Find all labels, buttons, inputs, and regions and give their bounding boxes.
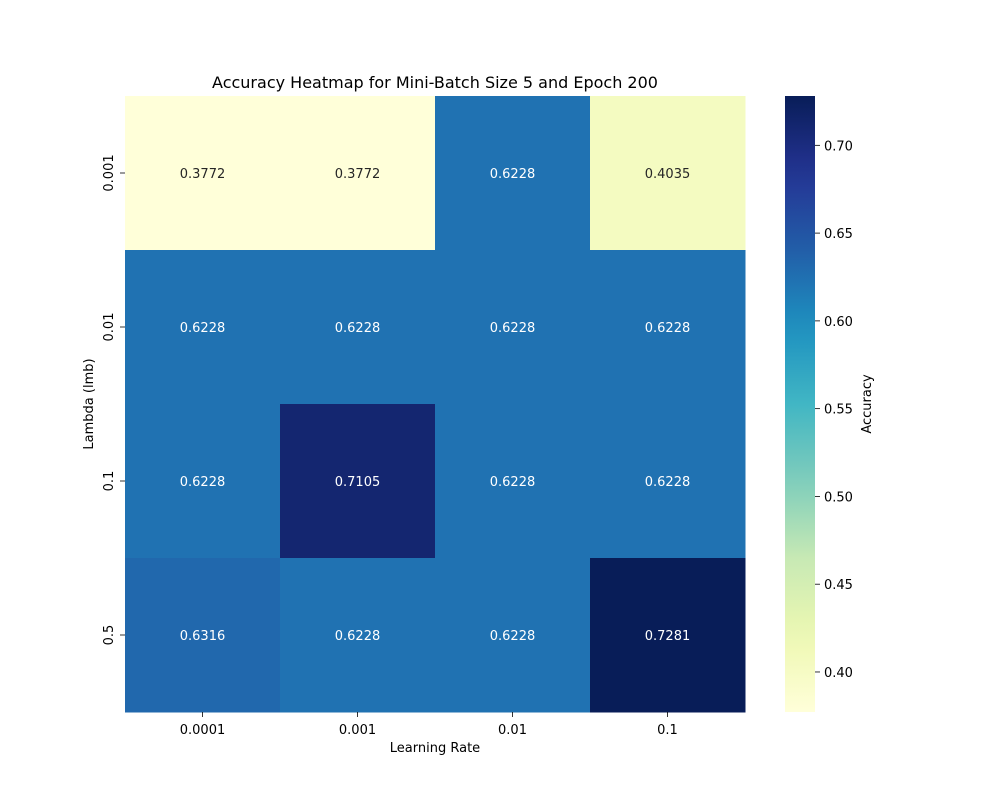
y-tick-label-0: 0.001 (102, 154, 117, 191)
cell-value-label-r1-c1: 0.6228 (335, 321, 381, 336)
y-tick-label-3: 0.5 (102, 625, 117, 646)
cell-value-label-r1-c2: 0.6228 (490, 321, 536, 336)
cell-value-label-r2-c1: 0.7105 (335, 475, 381, 490)
colorbar-tick-label-0: 0.40 (824, 666, 853, 681)
y-axis-label: Lambda (lmb) (82, 358, 97, 449)
cell-value-label-r0-c3: 0.4035 (645, 167, 691, 182)
colorbar-label: Accuracy (860, 374, 875, 434)
heatmap-cell-r3-c3 (590, 558, 746, 713)
heatmap-cells: 0.3772 0.3772 0.6228 0.4035 0.6228 0.6228 0.62… (125, 96, 746, 713)
cell-value-label-r2-c0: 0.6228 (180, 475, 226, 490)
heatmap-cell-r1-c3 (590, 250, 746, 405)
y-tick-label-1: 0.01 (102, 313, 117, 342)
heatmap-cell-r1-c1 (280, 250, 436, 405)
cell-value-label-r3-c1: 0.6228 (335, 629, 381, 644)
cell-value-label-r3-c0: 0.6316 (180, 629, 226, 644)
heatmap-cell-r3-c0 (125, 558, 281, 713)
cell-value-label-r3-c2: 0.6228 (490, 629, 536, 644)
colorbar: 0.40 0.45 0.50 0.55 0.60 0.65 0.70 (785, 96, 853, 712)
cell-value-label-r0-c2: 0.6228 (490, 167, 536, 182)
heatmap-cell-r2-c2 (435, 404, 591, 559)
colorbar-tick-label-1: 0.45 (824, 578, 853, 593)
heatmap-cell-r0-c2 (435, 96, 591, 251)
x-tick-label-2: 0.01 (498, 723, 527, 738)
heatmap-cell-r2-c0 (125, 404, 281, 559)
y-axis: 0.001 0.01 0.1 0.5 (102, 154, 125, 645)
x-tick-label-0: 0.0001 (180, 723, 226, 738)
cell-value-label-r2-c3: 0.6228 (645, 475, 691, 490)
chart-title: Accuracy Heatmap for Mini-Batch Size 5 a… (212, 73, 658, 92)
heatmap-cell-r0-c1 (280, 96, 436, 251)
cell-value-label-r2-c2: 0.6228 (490, 475, 536, 490)
x-tick-label-1: 0.001 (339, 723, 376, 738)
cell-value-label-r0-c1: 0.3772 (335, 167, 381, 182)
heatmap-cell-r0-c0 (125, 96, 281, 251)
colorbar-tick-label-5: 0.65 (824, 227, 853, 242)
heatmap-cell-r1-c0 (125, 250, 281, 405)
heatmap-cell-r3-c2 (435, 558, 591, 713)
cell-value-label-r1-c0: 0.6228 (180, 321, 226, 336)
colorbar-tick-label-3: 0.55 (824, 403, 853, 418)
colorbar-gradient (785, 96, 815, 712)
heatmap-cell-r3-c1 (280, 558, 436, 713)
x-axis-label: Learning Rate (390, 741, 480, 756)
heatmap-cell-r1-c2 (435, 250, 591, 405)
cell-value-label-r1-c3: 0.6228 (645, 321, 691, 336)
heatmap-cell-r2-c3 (590, 404, 746, 559)
colorbar-tick-label-6: 0.70 (824, 139, 853, 154)
x-axis: 0.0001 0.001 0.01 0.1 (180, 712, 678, 738)
cell-value-label-r0-c0: 0.3772 (180, 167, 226, 182)
x-tick-label-3: 0.1 (657, 723, 678, 738)
heatmap-cell-r2-c1 (280, 404, 436, 559)
y-tick-label-2: 0.1 (102, 471, 117, 492)
cell-value-label-r3-c3: 0.7281 (645, 629, 691, 644)
heatmap-cell-r0-c3 (590, 96, 746, 251)
colorbar-tick-label-2: 0.50 (824, 490, 853, 505)
colorbar-tick-label-4: 0.60 (824, 315, 853, 330)
